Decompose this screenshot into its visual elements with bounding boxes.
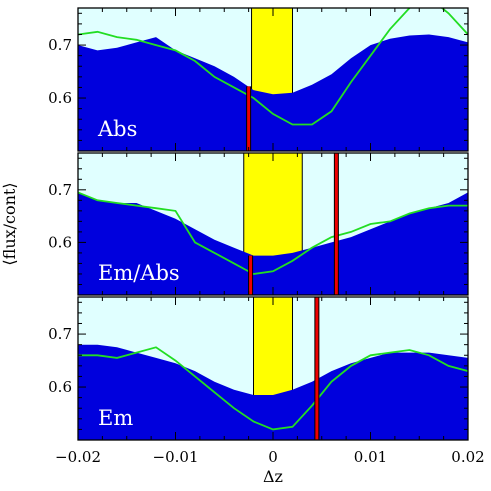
y-tick-label: 0.7 xyxy=(48,325,72,343)
y-tick-label: 0.7 xyxy=(48,36,72,54)
y-tick-label: 0.6 xyxy=(48,378,72,396)
panel-1: 0.6 0.7 Abs xyxy=(48,7,469,152)
comparison-line xyxy=(78,346,468,431)
x-tick-label: 0.01 xyxy=(354,448,387,466)
panel-label: Abs xyxy=(97,117,137,141)
x-tick-label: 0.02 xyxy=(451,448,484,466)
area-fill xyxy=(78,192,468,295)
y-tick-label: 0.6 xyxy=(48,233,72,251)
area-fill xyxy=(78,344,468,440)
chart-panels: 0.6 0.7 Abs 0.6 0.7 Em/Abs 0.6 0.7 Em xyxy=(48,7,469,441)
panel-plot-area xyxy=(78,8,468,151)
panel-2: 0.6 0.7 Em/Abs xyxy=(48,152,469,296)
x-tick-labels: −0.02 −0.01 0 0.01 0.02 xyxy=(55,448,485,466)
x-tick-label: −0.01 xyxy=(153,448,199,466)
area-fill xyxy=(78,34,468,151)
panel-3: 0.6 0.7 Em xyxy=(48,296,469,441)
panel-label: Em/Abs xyxy=(98,261,180,285)
panel-frame xyxy=(77,296,469,441)
panel-label: Em xyxy=(98,406,133,430)
y-tick-label: 0.6 xyxy=(48,89,72,107)
comparison-line xyxy=(78,191,468,275)
y-tick-label: 0.7 xyxy=(48,181,72,199)
panel-frame xyxy=(77,152,469,296)
x-axis-title: Δz xyxy=(263,467,283,486)
x-tick-label: 0 xyxy=(268,448,278,466)
comparison-line xyxy=(78,8,468,126)
y-axis-title: ⟨flux/cont⟩ xyxy=(0,182,19,265)
panel-frame xyxy=(77,7,469,152)
x-tick-label: −0.02 xyxy=(55,448,101,466)
panel-plot-area xyxy=(78,153,468,295)
panel-plot-area xyxy=(78,297,468,440)
